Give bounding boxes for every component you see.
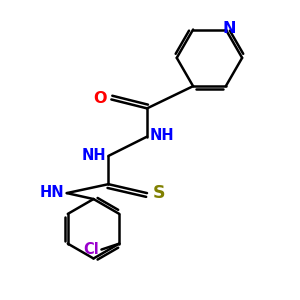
Text: O: O: [93, 92, 107, 106]
Text: NH: NH: [149, 128, 174, 143]
Text: HN: HN: [40, 185, 64, 200]
Text: N: N: [223, 21, 236, 36]
Text: S: S: [152, 184, 165, 202]
Text: Cl: Cl: [83, 242, 99, 257]
Text: NH: NH: [81, 148, 106, 163]
